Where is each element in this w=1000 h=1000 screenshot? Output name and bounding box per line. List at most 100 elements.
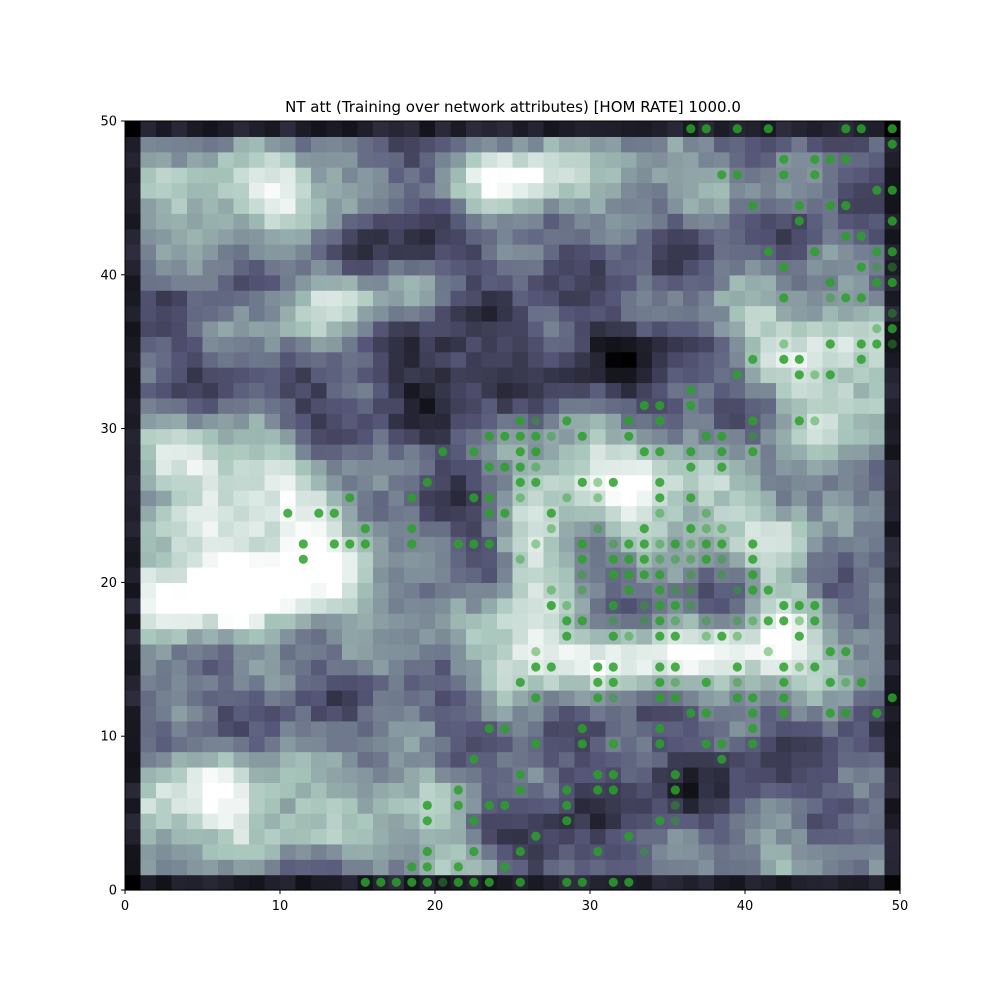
heatmap-cell	[698, 367, 715, 384]
data-point	[500, 800, 510, 811]
heatmap-cell	[388, 443, 405, 460]
heatmap-cell	[202, 582, 219, 599]
data-point	[872, 262, 882, 272]
heatmap-cell	[295, 121, 312, 137]
heatmap-cell	[869, 259, 886, 276]
heatmap-cell	[326, 351, 343, 368]
heatmap-cell	[574, 705, 591, 722]
heatmap-cell	[202, 828, 219, 845]
heatmap-cell	[466, 690, 483, 707]
heatmap-cell	[357, 121, 374, 137]
heatmap-cell	[187, 751, 204, 768]
data-point	[841, 293, 851, 303]
heatmap-cell	[264, 659, 281, 676]
heatmap-cell	[435, 351, 452, 368]
heatmap-cell	[776, 813, 793, 830]
heatmap-cell	[652, 536, 669, 553]
heatmap-cell	[714, 813, 731, 830]
heatmap-cell	[373, 551, 390, 568]
heatmap-cell	[791, 705, 808, 722]
heatmap-cell	[388, 797, 405, 814]
heatmap-cell	[419, 490, 436, 507]
heatmap-cell	[652, 643, 669, 660]
heatmap-cell	[125, 290, 142, 307]
heatmap-cell	[714, 567, 731, 583]
heatmap-cell	[822, 597, 839, 614]
heatmap-cell	[667, 397, 684, 414]
heatmap-cell	[357, 674, 374, 691]
data-point	[639, 539, 649, 549]
heatmap-cell	[373, 274, 390, 291]
heatmap-cell	[574, 505, 591, 522]
heatmap-cell	[667, 259, 684, 276]
heatmap-cell	[295, 567, 312, 583]
heatmap-cell	[621, 720, 638, 737]
heatmap-cell	[171, 567, 188, 583]
heatmap-cell	[745, 628, 762, 645]
data-point	[872, 185, 882, 195]
heatmap-cell	[822, 244, 839, 261]
heatmap-cell	[326, 813, 343, 830]
heatmap-cell	[280, 536, 297, 553]
heatmap-cell	[218, 782, 235, 799]
heatmap-cell	[698, 351, 715, 368]
heatmap-cell	[869, 290, 886, 307]
heatmap-cell	[404, 305, 421, 322]
heatmap-cell	[388, 643, 405, 660]
heatmap-cell	[590, 505, 607, 522]
data-point	[825, 708, 835, 718]
heatmap-cell	[652, 336, 669, 353]
heatmap-cell	[698, 690, 715, 707]
heatmap-cell	[559, 720, 576, 737]
heatmap-cell	[419, 428, 436, 445]
heatmap-cell	[342, 382, 359, 399]
heatmap-cell	[233, 305, 250, 322]
heatmap-cell	[202, 428, 219, 445]
heatmap-cell	[140, 121, 157, 137]
heatmap-cell	[156, 397, 173, 414]
heatmap-cell	[698, 613, 715, 630]
heatmap-cell	[822, 397, 839, 414]
heatmap-cell	[388, 382, 405, 399]
heatmap-cell	[233, 536, 250, 553]
data-point	[546, 662, 556, 672]
data-point	[531, 831, 541, 841]
heatmap-cell	[357, 736, 374, 753]
heatmap-cell	[683, 659, 700, 676]
heatmap-cell	[187, 505, 204, 522]
heatmap-cell	[187, 290, 204, 307]
heatmap-cell	[621, 397, 638, 414]
heatmap-cell	[512, 720, 529, 737]
heatmap-cell	[280, 428, 297, 445]
heatmap-cell	[652, 367, 669, 384]
heatmap-cell	[280, 136, 297, 153]
heatmap-cell	[497, 736, 514, 753]
heatmap-cell	[233, 843, 250, 860]
heatmap-cell	[543, 720, 560, 737]
heatmap-cell	[140, 428, 157, 445]
heatmap-cell	[140, 720, 157, 737]
heatmap-cell	[233, 705, 250, 722]
data-point	[779, 708, 789, 718]
data-point	[887, 247, 897, 257]
heatmap-cell	[373, 813, 390, 830]
heatmap-cell	[776, 367, 793, 384]
heatmap-cell	[171, 428, 188, 445]
heatmap-cell	[125, 597, 142, 614]
heatmap-cell	[729, 490, 746, 507]
heatmap-cell	[822, 259, 839, 276]
data-point	[810, 600, 820, 611]
heatmap-cell	[435, 690, 452, 707]
data-point	[484, 877, 494, 887]
heatmap-cell	[435, 782, 452, 799]
heatmap-cell	[683, 597, 700, 614]
heatmap-cell	[125, 628, 142, 645]
heatmap-cell	[559, 551, 576, 568]
heatmap-cell	[280, 290, 297, 307]
heatmap-cell	[187, 551, 204, 568]
heatmap-cell	[822, 490, 839, 507]
heatmap-cell	[435, 259, 452, 276]
heatmap-cell	[280, 167, 297, 184]
heatmap-cell	[311, 659, 328, 676]
heatmap-cell	[466, 474, 483, 491]
